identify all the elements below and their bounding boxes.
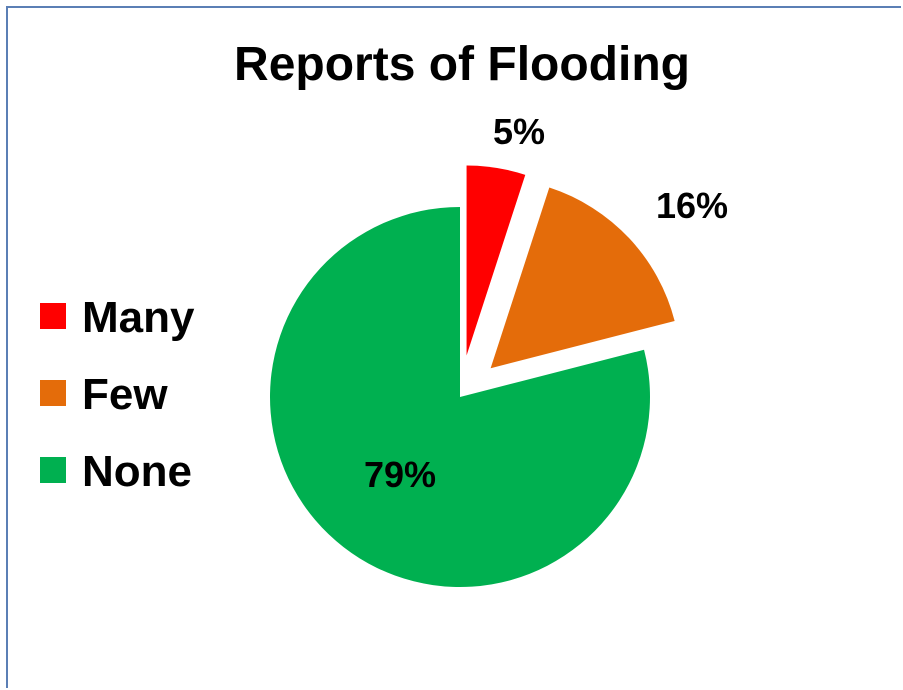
legend-swatch-none xyxy=(40,457,66,483)
chart-title: Reports of Flooding xyxy=(234,38,690,91)
pie-slice-many xyxy=(466,165,526,356)
pie-slices xyxy=(270,165,675,587)
legend-swatch-few xyxy=(40,380,66,406)
data-label-few: 16% xyxy=(656,185,728,226)
legend-swatch-many xyxy=(40,303,66,329)
data-label-many: 5% xyxy=(493,111,545,152)
legend-label-many: Many xyxy=(82,293,195,342)
chart-frame xyxy=(6,6,901,688)
pie-slice-few xyxy=(490,187,675,369)
pie-slice-none xyxy=(270,207,651,587)
legend-label-few: Few xyxy=(82,370,168,419)
chart-legend: Many Few None xyxy=(40,293,195,496)
pie-data-labels: 5% 16% 79% xyxy=(364,111,728,495)
data-label-none: 79% xyxy=(364,454,436,495)
legend-label-none: None xyxy=(82,447,192,496)
